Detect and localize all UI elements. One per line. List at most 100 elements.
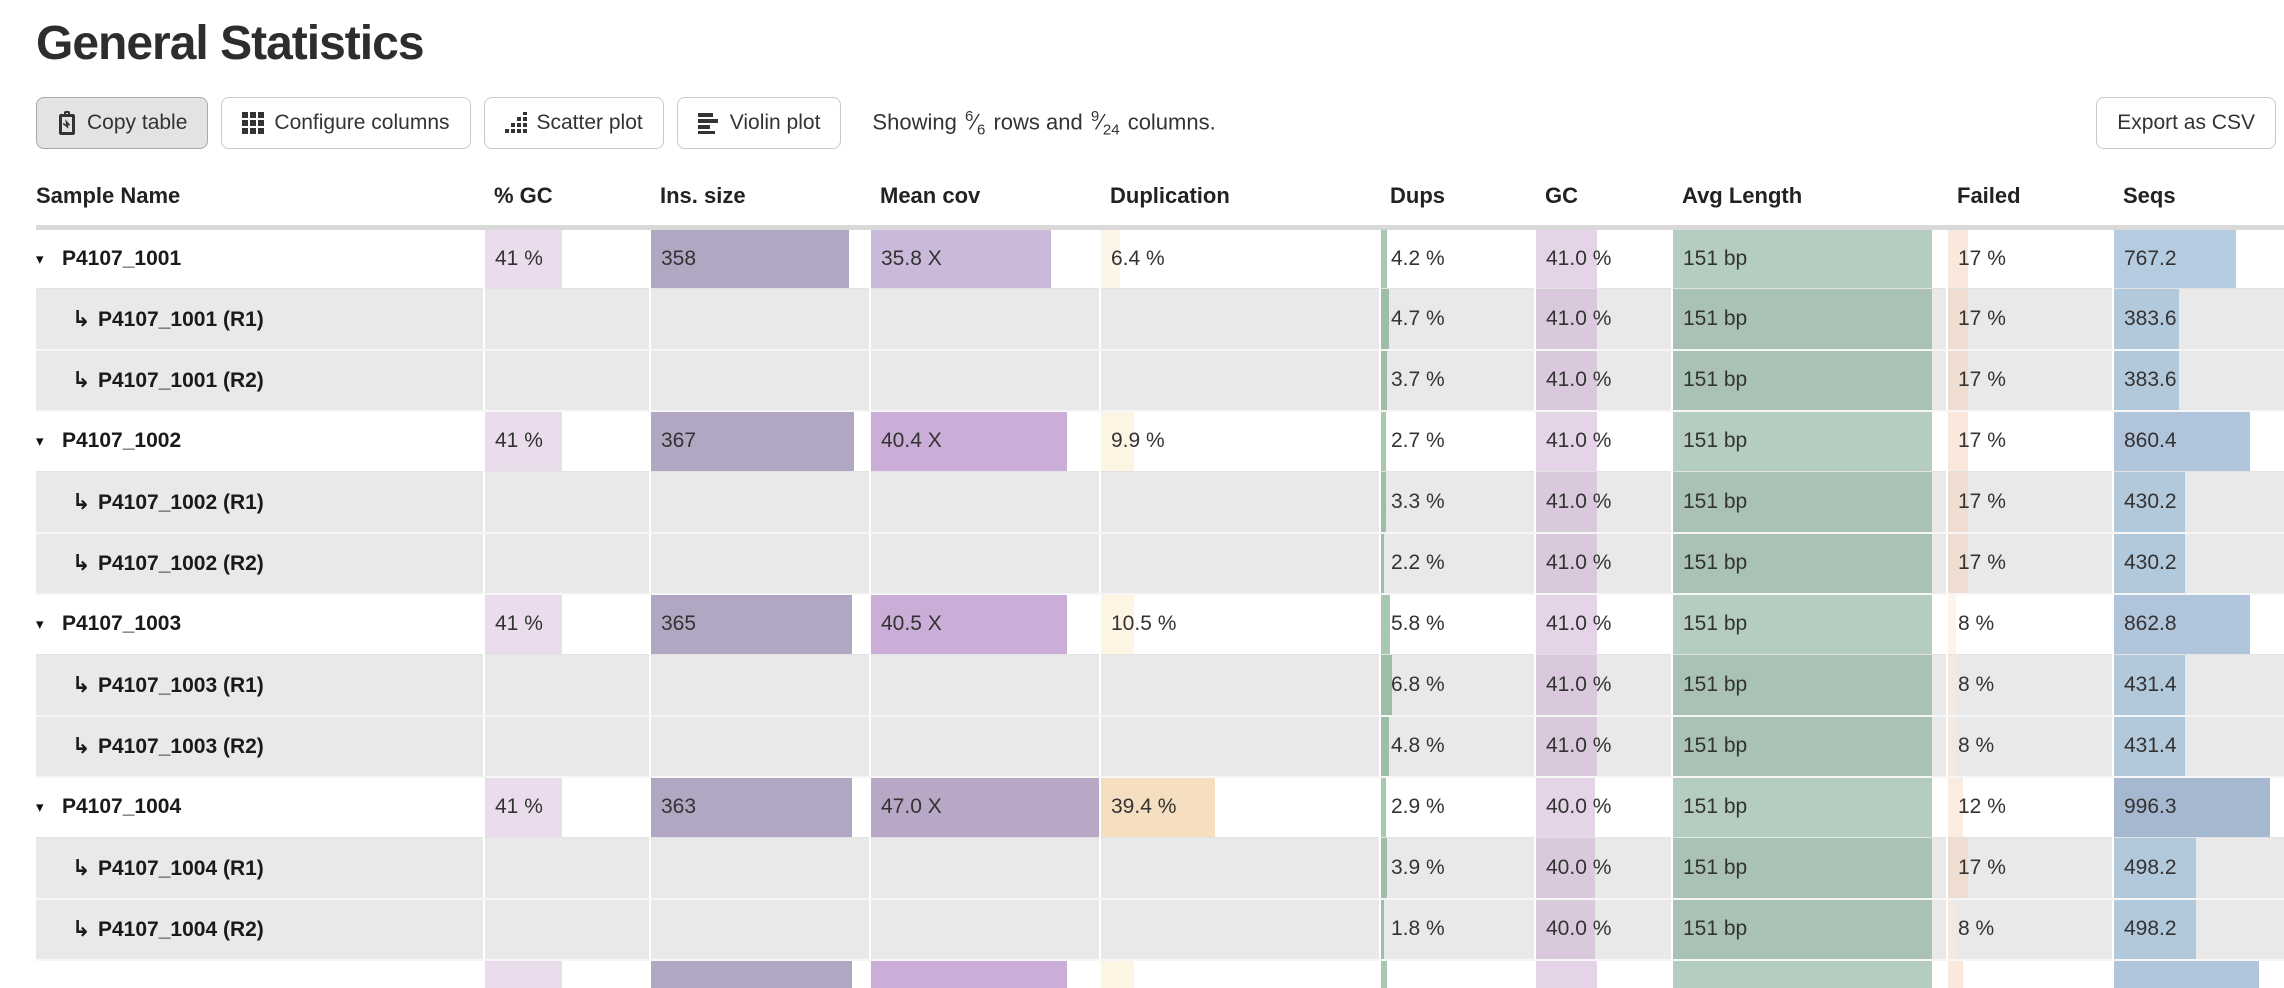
cell-bar <box>1674 230 1933 288</box>
cell-value <box>1102 368 1111 391</box>
header-cell-seqs[interactable]: Seqs <box>2113 173 2284 230</box>
general-stats-table-container[interactable]: Sample Name% GC Ins. size Mean cov Duplicat… <box>36 173 2284 988</box>
cell-value <box>872 368 881 391</box>
scatter-plot-button[interactable]: Scatter plot <box>483 97 664 149</box>
grid-icon <box>242 112 265 134</box>
value-cell-gc: 40.0 % <box>1534 776 1672 838</box>
cell-bar <box>2115 472 2186 531</box>
subsample-arrow-icon: ↳ <box>72 305 91 331</box>
value-cell-duplication <box>1099 654 1380 717</box>
value-cell-ins-size <box>649 837 870 900</box>
cell-bar <box>1537 289 1597 348</box>
value-cell-gc-pct <box>483 837 650 900</box>
value-cell-avg-length: 151 bp <box>1671 654 1947 717</box>
cell-bar <box>1949 350 1968 409</box>
cell-value <box>872 734 881 757</box>
cell-value: 431.4 <box>2124 672 2177 696</box>
cell-value: 498.2 <box>2124 917 2177 940</box>
cell-value: 40.0 % <box>1546 795 1612 819</box>
value-cell-failed: 17 % <box>1946 227 2113 289</box>
header-cell-dups[interactable]: Dups <box>1380 173 1535 230</box>
expand-caret-icon[interactable]: ▾ <box>36 433 44 451</box>
cell-value: 39.4 % <box>1111 795 1177 819</box>
cell-bar <box>1537 230 1597 288</box>
header-cell-failed[interactable]: Failed <box>1947 173 2113 230</box>
cell-bar <box>1102 960 1135 988</box>
sample-name: P4107_1003 (R2) <box>98 735 264 758</box>
sample-name: P4107_1003 (R1) <box>98 673 264 697</box>
cell-value: 151 bp <box>1683 795 1748 819</box>
header-cell-duplication[interactable]: Duplication <box>1100 173 1380 230</box>
cell-value: 367 <box>661 429 697 453</box>
value-cell-seqs: 498.2 <box>2112 898 2284 961</box>
cell-value <box>1102 307 1111 330</box>
cell-value <box>872 856 881 879</box>
configure-columns-label: Configure columns <box>274 111 450 134</box>
copy-table-button[interactable]: Copy table <box>36 97 209 149</box>
expand-caret-icon[interactable]: ▾ <box>36 616 44 634</box>
value-cell-dups: 1.8 % <box>1379 898 1535 961</box>
header-cell-gc-pct[interactable]: % GC <box>484 173 650 230</box>
value-cell-dups: 4.2 % <box>1379 227 1535 289</box>
cell-bar <box>1102 230 1121 288</box>
value-cell-dups: 4.8 % <box>1379 715 1535 778</box>
cell-bar <box>1537 411 1597 471</box>
value-cell-duplication: 6.4 % <box>1099 227 1380 289</box>
value-cell-failed: 8 % <box>1946 593 2113 655</box>
cell-value: 365 <box>661 612 697 636</box>
value-cell-failed <box>1946 959 2113 988</box>
cell-value: 358 <box>661 247 697 270</box>
header-cell-ins-size[interactable]: Ins. size <box>650 173 870 230</box>
value-cell-gc-pct: 41 % <box>483 410 650 472</box>
cell-value <box>652 673 661 696</box>
export-csv-button[interactable]: Export as CSV <box>2096 97 2276 149</box>
value-cell-gc-pct: 41 % <box>483 593 650 655</box>
header-cell-mean-cov[interactable]: Mean cov <box>870 173 1100 230</box>
violin-plot-button[interactable]: Violin plot <box>676 97 842 149</box>
configure-columns-button[interactable]: Configure columns <box>221 97 471 149</box>
value-cell-failed: 17 % <box>1946 410 2113 472</box>
value-cell-mean-cov <box>869 837 1100 900</box>
value-cell-dups: 3.3 % <box>1379 471 1535 534</box>
value-cell-ins-size <box>649 715 870 778</box>
cell-value: 41.0 % <box>1546 612 1612 636</box>
cell-bar <box>1537 838 1596 897</box>
showing-summary: Showing 6⁄6 rows and 9⁄24 columns. <box>872 108 1215 139</box>
header-cell-gc[interactable]: GC <box>1535 173 1672 230</box>
cell-bar <box>1382 777 1386 837</box>
cell-value: 41.0 % <box>1546 672 1612 696</box>
cell-value <box>1102 917 1111 940</box>
cell-bar <box>1949 230 1968 288</box>
header-cell-avg-length[interactable]: Avg Length <box>1672 173 1947 230</box>
cell-bar <box>1382 960 1388 988</box>
value-cell-gc-pct <box>483 898 650 961</box>
expand-caret-icon[interactable]: ▾ <box>36 799 44 817</box>
cell-value <box>1537 979 1546 988</box>
table-row: ↳ P4107_1003 (R1) 6.8 % 41.0 % 151 bp 8 % 431.… <box>36 654 2284 717</box>
value-cell-dups: 5.8 % <box>1379 593 1535 655</box>
value-cell-avg-length <box>1671 959 1947 988</box>
cell-value <box>872 673 881 696</box>
cell-value: 151 bp <box>1683 917 1748 940</box>
value-cell-avg-length: 151 bp <box>1671 410 1947 472</box>
expand-caret-icon[interactable]: ▾ <box>36 251 44 268</box>
cell-bar <box>1537 960 1597 988</box>
cell-bar <box>1537 350 1597 409</box>
sample-name-cell: ↳ P4107_1002 (R2) <box>36 532 484 595</box>
cell-value: 17 % <box>1958 551 2006 574</box>
value-cell-failed: 17 % <box>1946 349 2113 412</box>
cell-value: 6.8 % <box>1391 672 1445 696</box>
cell-value <box>652 490 661 513</box>
value-cell-duplication <box>1099 471 1380 534</box>
cell-bar <box>1674 350 1933 409</box>
clipboard-icon <box>57 111 77 135</box>
cell-value: 4.7 % <box>1391 306 1445 330</box>
cell-value <box>872 307 881 330</box>
cell-bar <box>1949 777 1963 837</box>
cell-bar <box>1674 411 1933 471</box>
value-cell-gc: 41.0 % <box>1534 410 1672 472</box>
header-cell-sample[interactable]: Sample Name <box>36 173 484 230</box>
value-cell-dups: 4.7 % <box>1379 288 1535 351</box>
sample-name: P4107_1002 (R1) <box>98 490 264 514</box>
cell-value: 41 % <box>495 612 543 636</box>
